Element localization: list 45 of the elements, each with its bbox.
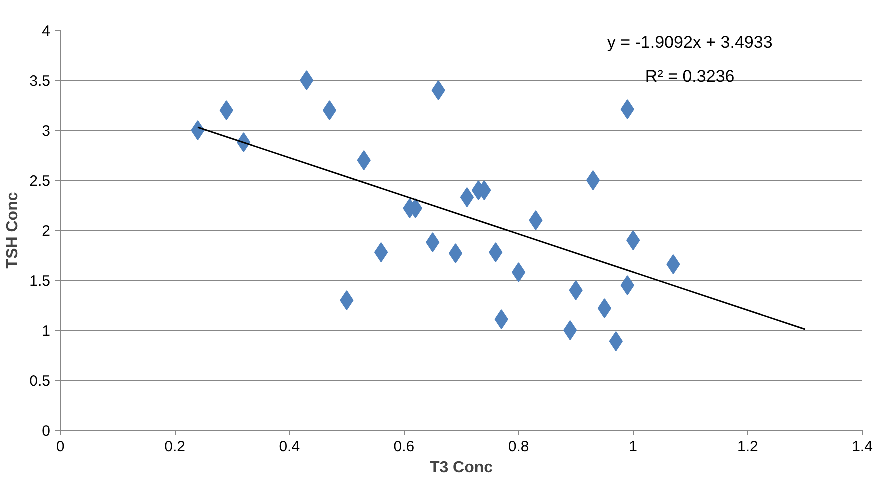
point — [609, 332, 624, 352]
x-tick-label: 1 — [629, 438, 638, 456]
y-tick-label: 1.5 — [30, 273, 51, 290]
point — [598, 298, 612, 318]
x-tick-label: 0.4 — [279, 438, 300, 456]
y-tick-label: 2 — [42, 223, 50, 240]
y-tick-label: 3.5 — [30, 73, 51, 90]
y-tick-label: 1 — [42, 323, 50, 340]
y-tick-label: 4 — [42, 23, 50, 40]
point — [512, 262, 526, 282]
point — [374, 242, 388, 262]
point — [620, 276, 634, 296]
point — [448, 244, 463, 264]
point — [322, 100, 337, 120]
y-tick-label: 3 — [42, 123, 50, 140]
point — [529, 210, 543, 230]
y-tick-label: 0.5 — [30, 373, 51, 390]
point — [300, 70, 314, 90]
point — [494, 310, 508, 330]
annotation: y = -1.9092x + 3.4933 — [607, 33, 773, 52]
point — [426, 232, 440, 252]
point — [666, 254, 680, 274]
point — [220, 100, 234, 120]
point — [432, 80, 446, 100]
point — [569, 280, 583, 300]
x-tick-label: 0.6 — [394, 438, 415, 456]
point — [460, 188, 474, 208]
point — [191, 120, 205, 140]
y-tick-label: 2.5 — [30, 173, 51, 190]
x-tick-label: 0.8 — [508, 438, 530, 456]
x-tick-label: 0.2 — [164, 438, 186, 456]
annotation: R² = 0.3236 — [645, 67, 735, 86]
point — [564, 320, 578, 340]
x-tick-label: 1.4 — [852, 438, 873, 456]
point — [340, 290, 354, 310]
point — [620, 100, 634, 120]
point — [489, 242, 503, 262]
point — [626, 230, 640, 250]
x-tick-label: 1.2 — [738, 438, 758, 456]
x-tick-label: 0 — [56, 438, 65, 456]
point — [586, 170, 600, 190]
point — [357, 150, 371, 170]
y-tick-label: 0 — [42, 423, 50, 440]
y-axis-title: TSH Conc — [4, 192, 22, 269]
x-axis-title: T3 Conc — [430, 460, 494, 476]
